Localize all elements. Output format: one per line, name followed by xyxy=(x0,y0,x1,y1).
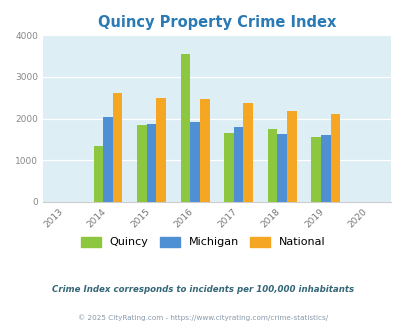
Bar xyxy=(267,129,277,202)
Text: © 2025 CityRating.com - https://www.cityrating.com/crime-statistics/: © 2025 CityRating.com - https://www.city… xyxy=(78,314,327,321)
Bar xyxy=(156,98,166,202)
Bar xyxy=(330,115,339,202)
Bar xyxy=(103,117,113,202)
Bar xyxy=(94,146,103,202)
Bar xyxy=(286,111,296,202)
Bar xyxy=(224,133,233,202)
Bar xyxy=(190,122,200,202)
Bar xyxy=(233,127,243,202)
Bar xyxy=(137,125,147,202)
Bar xyxy=(200,99,209,202)
Bar xyxy=(320,135,330,202)
Bar xyxy=(311,137,320,202)
Bar xyxy=(113,93,122,202)
Title: Quincy Property Crime Index: Quincy Property Crime Index xyxy=(98,15,335,30)
Bar xyxy=(180,54,190,202)
Bar xyxy=(243,103,252,202)
Bar xyxy=(147,124,156,202)
Text: Crime Index corresponds to incidents per 100,000 inhabitants: Crime Index corresponds to incidents per… xyxy=(52,285,353,294)
Bar xyxy=(277,134,286,202)
Legend: Quincy, Michigan, National: Quincy, Michigan, National xyxy=(76,232,329,252)
